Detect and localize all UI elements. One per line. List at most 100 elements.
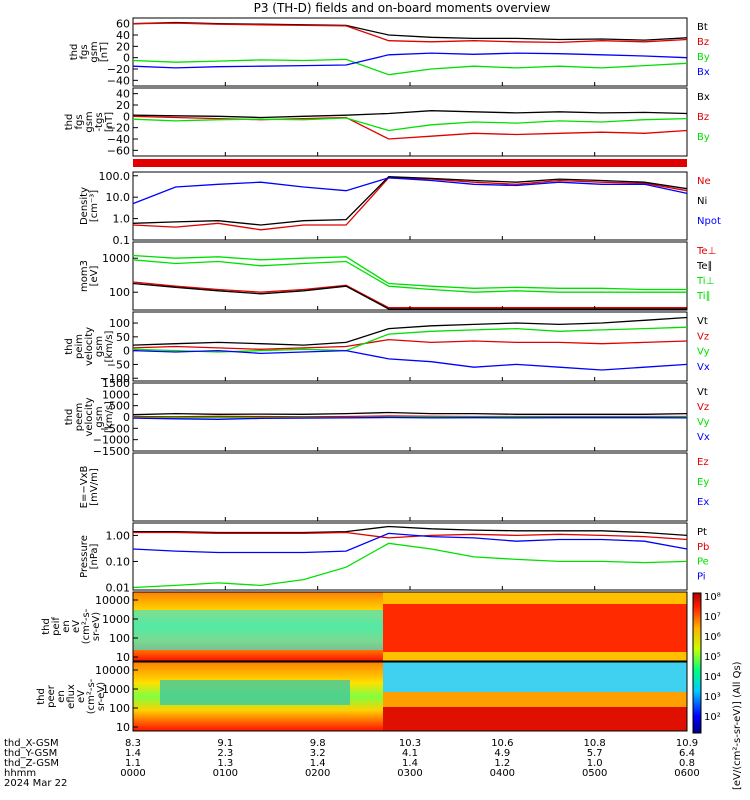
y-tick-label: 0.10 bbox=[106, 555, 131, 568]
colorbar-tick-label: 10⁸ bbox=[704, 592, 721, 603]
panel-frame bbox=[132, 241, 688, 311]
y-axis-label: gsm bbox=[94, 406, 105, 427]
series-Bz bbox=[132, 22, 688, 44]
spec-y-tick-label: 1000 bbox=[102, 683, 130, 696]
legend-Te⊥: Te⊥ bbox=[696, 246, 716, 257]
series-By bbox=[132, 58, 688, 76]
x-tick-label: 1.4 bbox=[310, 758, 326, 769]
colorbar-tick-label: 10⁴ bbox=[704, 672, 721, 683]
y-axis-label: gsm bbox=[94, 336, 105, 357]
y-tick-label: 1500 bbox=[102, 377, 130, 390]
x-tick-label: 0500 bbox=[582, 768, 607, 779]
legend-Ex: Ex bbox=[697, 497, 709, 508]
series-Vt bbox=[132, 316, 688, 346]
legend-Vx: Vx bbox=[697, 432, 710, 443]
y-tick-label: 60 bbox=[116, 18, 130, 31]
panel-3: 1000 100 mom3 [eV] Te⊥ Te∥ Ti⊥ Ti∥ bbox=[79, 241, 716, 311]
y-tick-label: 20 bbox=[116, 40, 130, 53]
x-tick-label: 6.4 bbox=[679, 748, 695, 759]
spec-y-axis-label: thd bbox=[36, 688, 47, 705]
legend-Ey: Ey bbox=[697, 477, 709, 488]
panel-frame bbox=[132, 452, 688, 522]
series-Npot bbox=[132, 177, 688, 205]
series-Vy bbox=[132, 416, 687, 419]
legend-Vx: Vx bbox=[697, 362, 710, 373]
y-tick-label: −100 bbox=[100, 372, 130, 385]
y-tick-label: −20 bbox=[107, 122, 130, 135]
x-tick-label: 4.1 bbox=[402, 748, 418, 759]
spec-y-axis-label: peif bbox=[51, 617, 62, 636]
spec-y-axis-label: en bbox=[56, 690, 67, 703]
y-axis-label: E=−VxB bbox=[79, 466, 90, 509]
y-tick-label: 40 bbox=[116, 88, 130, 101]
y-axis-label: gsm bbox=[89, 41, 100, 62]
spec-y-axis-label: thd bbox=[41, 618, 52, 635]
y-tick-label: 1.00 bbox=[106, 529, 131, 542]
legend-Te∥: Te∥ bbox=[696, 261, 713, 272]
y-axis-label: velocity bbox=[84, 327, 95, 366]
x-tick-label: 3.2 bbox=[310, 748, 326, 759]
legend-Ez: Ez bbox=[697, 457, 709, 468]
panel-6: E=−VxB [mV/m] Ez Ey Ex bbox=[79, 452, 709, 522]
y-tick-label: 0.1 bbox=[113, 234, 131, 247]
y-tick-label: −50 bbox=[107, 358, 130, 371]
x-tick-label: 0600 bbox=[674, 768, 699, 779]
legend-Pi: Pi bbox=[697, 571, 706, 582]
y-axis-label: [nT] bbox=[99, 42, 110, 62]
series-Vx bbox=[132, 349, 688, 371]
y-axis-label: thd bbox=[64, 338, 75, 355]
spectrogram-electron-eflux bbox=[132, 661, 688, 732]
spec-y-tick-label: 100 bbox=[109, 632, 130, 645]
panel-2: 100.0 10.0 1.0 0.1 Density [cm⁻³] Ne Ni Npot bbox=[79, 170, 721, 247]
series-Vt bbox=[132, 411, 688, 416]
legend-By: By bbox=[697, 52, 710, 63]
spec-y-axis-label: eflux bbox=[66, 684, 77, 709]
legend-Vy: Vy bbox=[697, 417, 710, 428]
colorbar bbox=[692, 592, 702, 734]
spec-y-axis-label: (cm²-s- bbox=[81, 608, 92, 644]
legend-Vz: Vz bbox=[697, 331, 709, 342]
spec-y-tick-label: 10000 bbox=[95, 594, 130, 607]
colorbar-tick-label: 10³ bbox=[704, 692, 721, 703]
y-tick-label: −20 bbox=[107, 63, 130, 76]
separator-band bbox=[133, 159, 687, 167]
y-axis-label: [nT] bbox=[104, 112, 115, 132]
y-axis-label: mom3 bbox=[79, 260, 90, 292]
y-axis-label: Density bbox=[79, 187, 90, 225]
colorbar-tick-label: 10⁶ bbox=[704, 632, 721, 643]
colorbar-tick-label: 10² bbox=[704, 712, 721, 723]
legend-Bx: Bx bbox=[697, 67, 710, 78]
x-tick-label: 4.9 bbox=[494, 748, 510, 759]
y-tick-label: −1500 bbox=[93, 445, 130, 458]
y-tick-label: 100 bbox=[109, 286, 130, 299]
series-Ti⊥ bbox=[132, 259, 687, 293]
series-Pe bbox=[132, 542, 688, 589]
x-tick-label: 10.8 bbox=[584, 738, 606, 749]
series-Bz bbox=[132, 115, 688, 140]
y-axis-label: peim bbox=[74, 334, 85, 359]
legend-Pb: Pb bbox=[697, 542, 709, 553]
series-Ni bbox=[132, 176, 688, 226]
x-tick-label: 0100 bbox=[213, 768, 238, 779]
y-axis-label: [km/s] bbox=[104, 330, 115, 362]
series-By bbox=[132, 117, 688, 132]
x-tick-label: 0200 bbox=[305, 768, 330, 779]
legend-Ti∥: Ti∥ bbox=[696, 291, 711, 302]
x-tick-label: 10.9 bbox=[676, 738, 698, 749]
spec-y-axis-label: sr-eV) bbox=[96, 682, 107, 711]
y-axis-label: [nPa] bbox=[89, 543, 100, 569]
colorbar-label: [eV/(cm²-s-sr-eV)] (All Qs) bbox=[732, 661, 743, 790]
spec-y-axis-label: peer bbox=[46, 684, 57, 708]
y-axis-label: fgs bbox=[79, 44, 90, 59]
y-axis-label: -tgs bbox=[94, 112, 105, 131]
y-tick-label: 0.01 bbox=[106, 581, 131, 594]
y-tick-label: 100.0 bbox=[99, 170, 131, 183]
x-tick-label: 8.3 bbox=[125, 738, 141, 749]
series-Pt bbox=[133, 525, 688, 537]
legend-Vz: Vz bbox=[697, 402, 709, 413]
x-tick-label: 2.3 bbox=[217, 748, 233, 759]
y-tick-label: −500 bbox=[100, 422, 130, 435]
x-tick-label: 1.4 bbox=[125, 748, 141, 759]
y-axis-label: thd bbox=[64, 114, 75, 131]
